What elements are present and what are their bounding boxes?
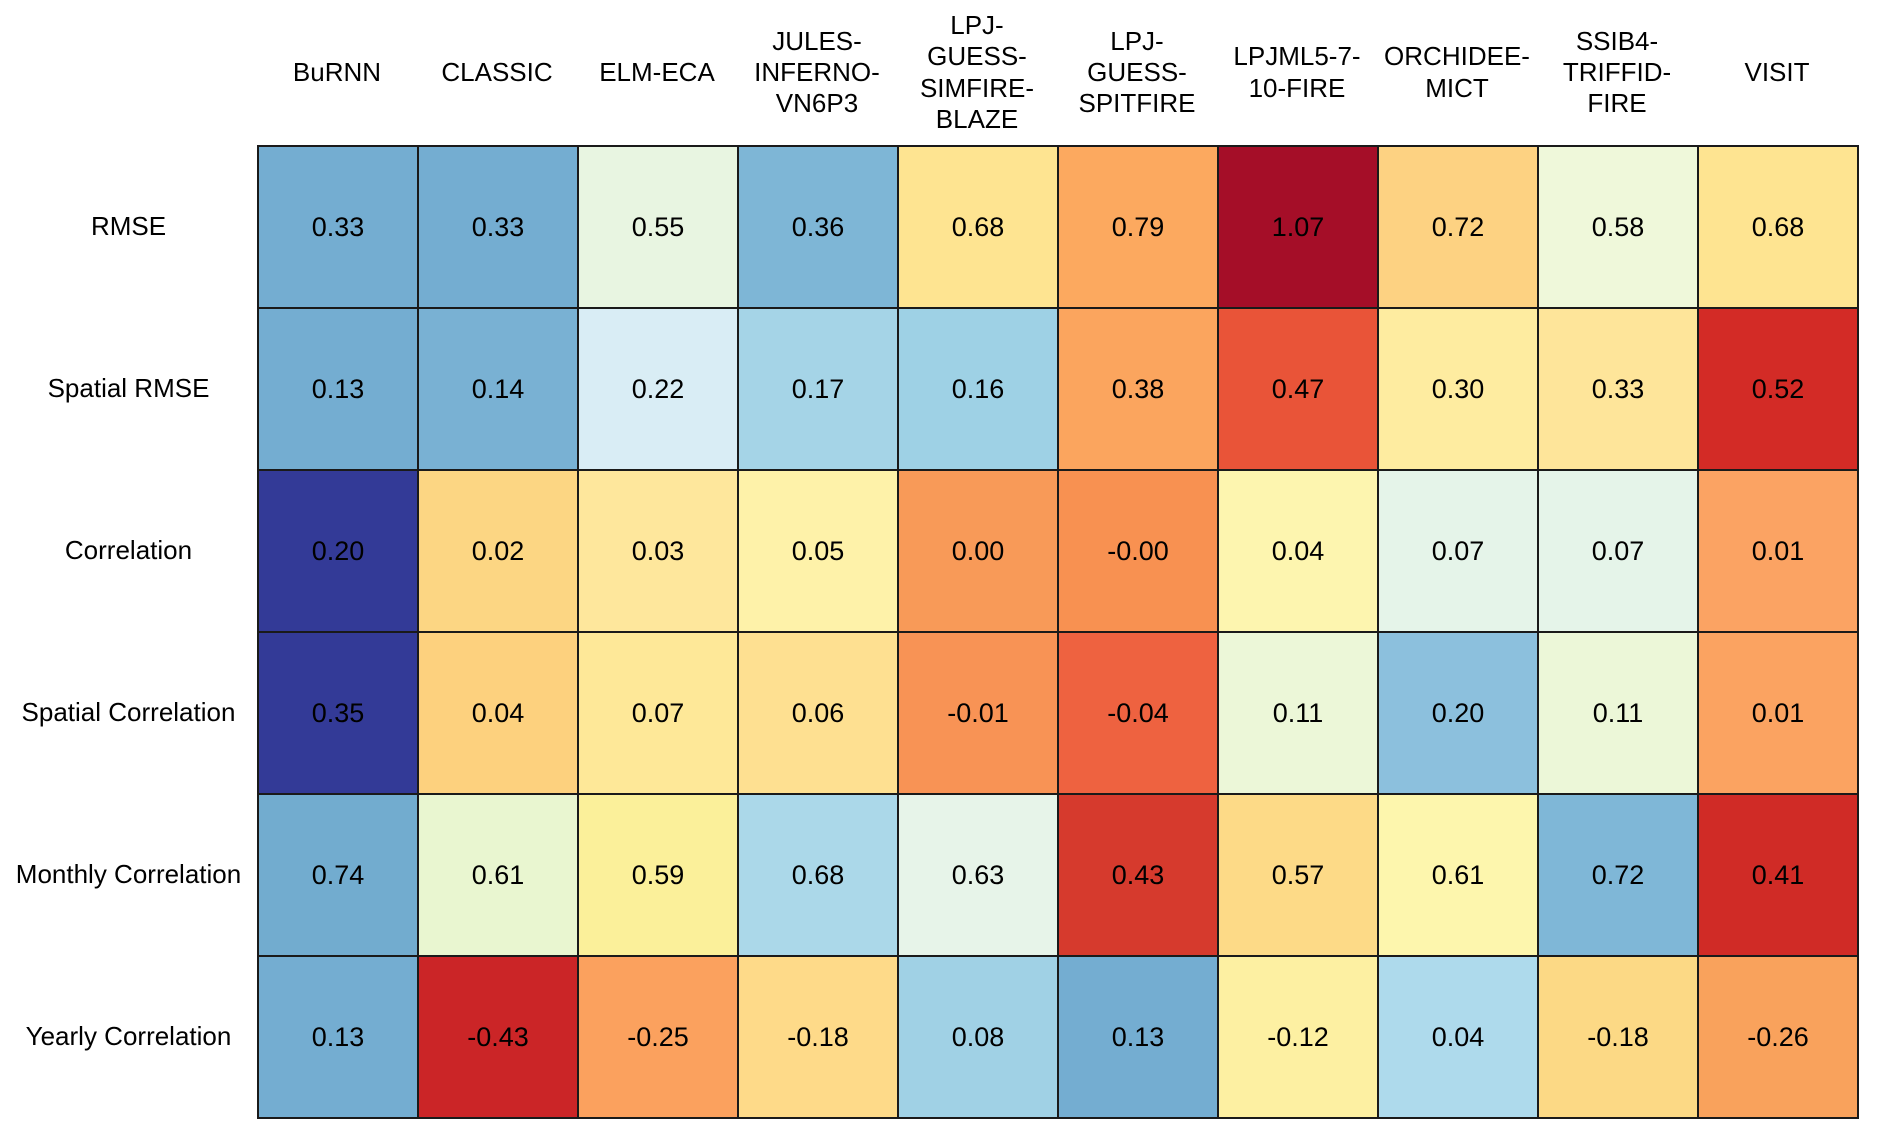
heatmap-cell: 0.63 <box>898 794 1058 956</box>
column-header-visit: VISIT <box>1744 56 1810 87</box>
heatmap-cell: 0.74 <box>258 794 418 956</box>
heatmap-cell: 0.59 <box>578 794 738 956</box>
heatmap-cell: 0.03 <box>578 470 738 632</box>
heatmap-cell: 1.07 <box>1218 146 1378 308</box>
heatmap-cell: -0.26 <box>1698 956 1858 1118</box>
heatmap-cell: -0.18 <box>1538 956 1698 1118</box>
heatmap-cell: 0.01 <box>1698 632 1858 794</box>
column-header-orchidee-mict: ORCHIDEE- MICT <box>1384 41 1530 103</box>
heatmap-cell: 0.33 <box>418 146 578 308</box>
heatmap-cell: 0.68 <box>738 794 898 956</box>
heatmap-cell: 0.38 <box>1058 308 1218 470</box>
heatmap-cell: 0.58 <box>1538 146 1698 308</box>
heatmap-cell: 0.06 <box>738 632 898 794</box>
heatmap-grid: 0.33 0.33 0.55 0.36 0.68 0.79 1.07 0.72 0.58 0.68… <box>257 145 1859 1119</box>
heatmap-cell: 0.41 <box>1698 794 1858 956</box>
heatmap-cell: -0.00 <box>1058 470 1218 632</box>
heatmap-cell: -0.43 <box>418 956 578 1118</box>
heatmap-cell: 0.07 <box>1538 470 1698 632</box>
heatmap-cell: 0.13 <box>1058 956 1218 1118</box>
heatmap-cell: 0.01 <box>1698 470 1858 632</box>
column-header-ssib4-triffid-fire: SSIB4- TRIFFID- FIRE <box>1562 25 1672 119</box>
heatmap-cell: 0.55 <box>578 146 738 308</box>
row-label-yearly-correlation: Yearly Correlation <box>25 1020 232 1051</box>
heatmap-cell: 0.13 <box>258 308 418 470</box>
heatmap-cell: 0.20 <box>1378 632 1538 794</box>
heatmap-cell: -0.12 <box>1218 956 1378 1118</box>
heatmap-cell: -0.18 <box>738 956 898 1118</box>
column-header-burnn: BuRNN <box>292 56 382 87</box>
heatmap-cell: 0.33 <box>258 146 418 308</box>
heatmap-cell: 0.36 <box>738 146 898 308</box>
heatmap-cell: 0.05 <box>738 470 898 632</box>
heatmap-cell: 0.52 <box>1698 308 1858 470</box>
row-label-monthly-correlation: Monthly Correlation <box>15 858 242 889</box>
heatmap-cell: 0.79 <box>1058 146 1218 308</box>
row-label-column: RMSE Spatial RMSE Correlation Spatial Corre… <box>0 145 257 1117</box>
heatmap-cell: 0.68 <box>1698 146 1858 308</box>
heatmap-cell: -0.01 <box>898 632 1058 794</box>
column-header-lpj-guess-spitfire: LPJ- GUESS- SPITFIRE <box>1078 25 1196 119</box>
heatmap-cell: 0.16 <box>898 308 1058 470</box>
row-label-rmse: RMSE <box>90 210 167 241</box>
heatmap-cell: 0.14 <box>418 308 578 470</box>
heatmap-cell: 0.11 <box>1538 632 1698 794</box>
heatmap-cell: 0.43 <box>1058 794 1218 956</box>
heatmap-cell: 0.02 <box>418 470 578 632</box>
row-label-spatial-correlation: Spatial Correlation <box>21 696 236 727</box>
heatmap-cell: 0.57 <box>1218 794 1378 956</box>
heatmap-cell: 0.11 <box>1218 632 1378 794</box>
heatmap-cell: 0.04 <box>1378 956 1538 1118</box>
heatmap-cell: 0.68 <box>898 146 1058 308</box>
heatmap-cell: 0.22 <box>578 308 738 470</box>
heatmap-cell: 0.33 <box>1538 308 1698 470</box>
heatmap-cell: 0.72 <box>1378 146 1538 308</box>
column-header-elm-eca: ELM-ECA <box>599 56 715 87</box>
heatmap-cell: 0.30 <box>1378 308 1538 470</box>
row-label-correlation: Correlation <box>64 534 193 565</box>
heatmap-cell: 0.04 <box>418 632 578 794</box>
heatmap-cell: 0.13 <box>258 956 418 1118</box>
column-header-classic: CLASSIC <box>441 56 553 87</box>
heatmap-cell: 0.61 <box>418 794 578 956</box>
heatmap-cell: -0.04 <box>1058 632 1218 794</box>
heatmap-cell: 0.04 <box>1218 470 1378 632</box>
heatmap-cell: 0.07 <box>1378 470 1538 632</box>
heatmap-cell: 0.35 <box>258 632 418 794</box>
heatmap-cell: 0.17 <box>738 308 898 470</box>
heatmap-cell: 0.47 <box>1218 308 1378 470</box>
heatmap-cell: 0.08 <box>898 956 1058 1118</box>
heatmap-cell: 0.07 <box>578 632 738 794</box>
column-header-lpjml5-7-10-fire: LPJML5-7- 10-FIRE <box>1233 41 1361 103</box>
column-header-lpj-guess-simfire-blaze: LPJ- GUESS- SIMFIRE- BLAZE <box>919 10 1035 134</box>
heatmap-cell: 0.00 <box>898 470 1058 632</box>
heatmap-cell: 0.61 <box>1378 794 1538 956</box>
heatmap-cell: 0.20 <box>258 470 418 632</box>
heatmap-cell: -0.25 <box>578 956 738 1118</box>
heatmap-cell: 0.72 <box>1538 794 1698 956</box>
column-header-jules-inferno-vn6p3: JULES- INFERNO- VN6P3 <box>754 25 880 119</box>
row-label-spatial-rmse: Spatial RMSE <box>47 372 210 403</box>
column-header-row: BuRNN CLASSIC ELM-ECA JULES- INFERNO- VN6P3… <box>257 0 1857 145</box>
